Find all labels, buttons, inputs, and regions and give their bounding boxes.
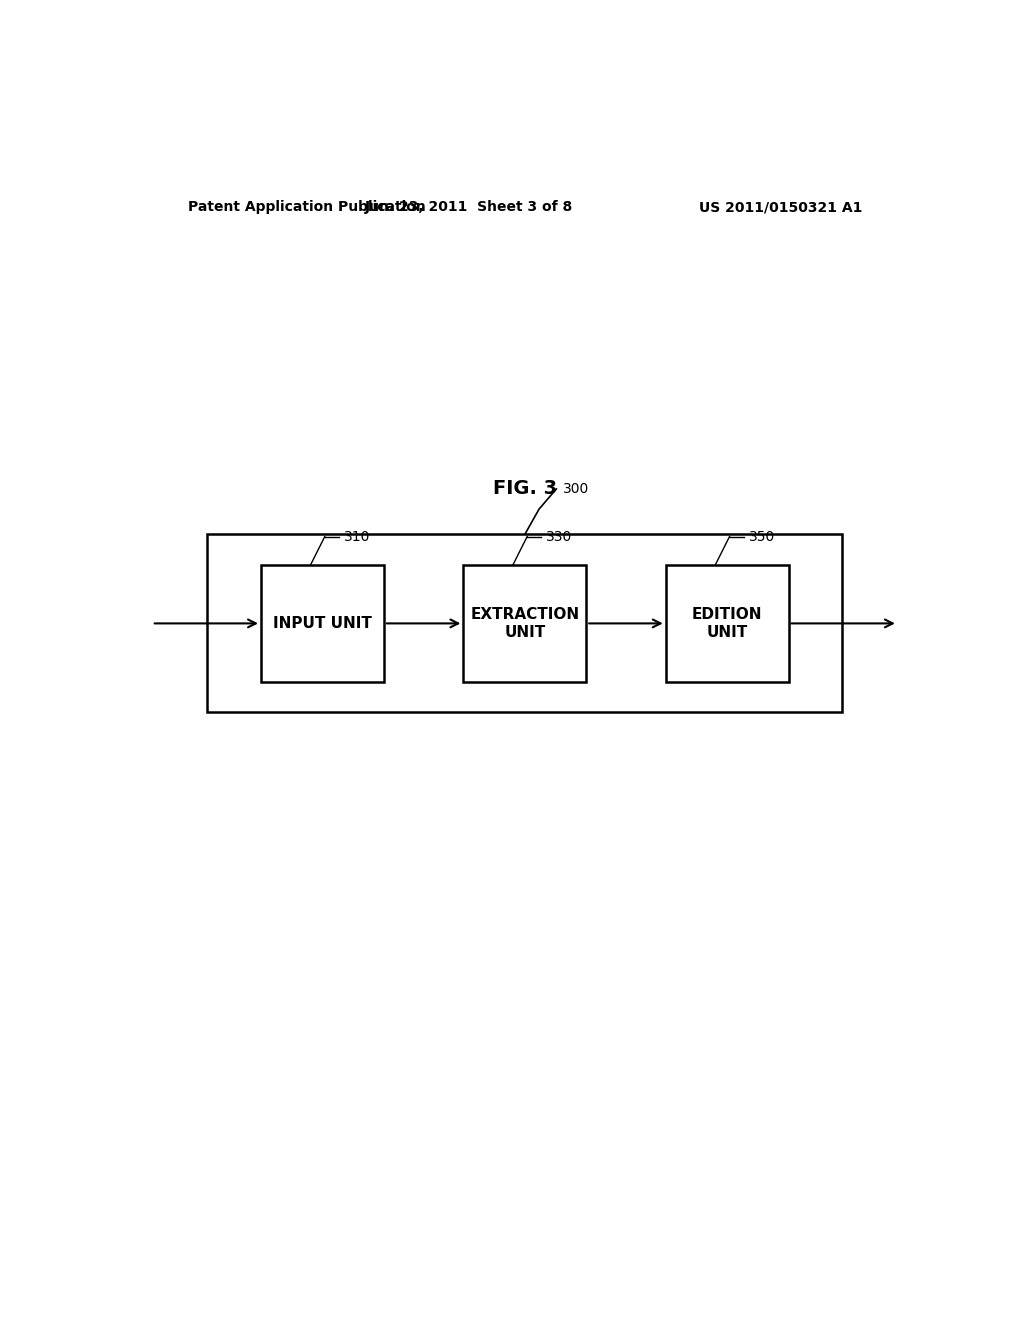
Bar (666, 565, 788, 682)
Text: 300: 300 (563, 482, 589, 496)
Text: US 2011/0150321 A1: US 2011/0150321 A1 (698, 201, 862, 214)
Text: FIG. 3: FIG. 3 (493, 479, 557, 498)
Bar (261, 565, 384, 682)
Text: Jun. 23, 2011  Sheet 3 of 8: Jun. 23, 2011 Sheet 3 of 8 (366, 201, 573, 214)
Bar (207, 535, 843, 713)
Text: 330: 330 (546, 529, 572, 544)
Text: Patent Application Publication: Patent Application Publication (187, 201, 425, 214)
Text: 310: 310 (344, 529, 371, 544)
Bar (463, 565, 587, 682)
Text: EDITION
UNIT: EDITION UNIT (692, 607, 763, 640)
Text: EXTRACTION
UNIT: EXTRACTION UNIT (470, 607, 580, 640)
Text: 350: 350 (749, 529, 775, 544)
Text: INPUT UNIT: INPUT UNIT (273, 616, 372, 631)
